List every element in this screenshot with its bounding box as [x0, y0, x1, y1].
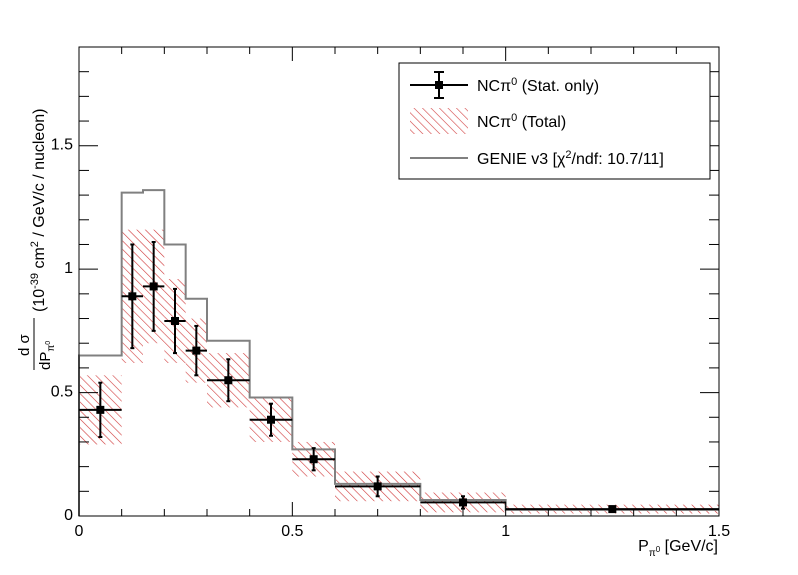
data-point-3 [164, 287, 186, 355]
data-point-5 [207, 358, 250, 403]
legend-label-total: NCπ0 (Total) [477, 112, 566, 131]
x-tick-label: 0.5 [281, 523, 303, 540]
data-marker [373, 482, 382, 491]
data-points [79, 241, 719, 514]
legend-marker-point [410, 71, 468, 99]
y-axis-ticks: 0 0.5 1 1.5 [51, 71, 719, 524]
legend-entry-stat: NCπ0 (Stat. only) [410, 71, 599, 99]
x-axis-ticks: 0 0.5 1 1.5 [75, 47, 730, 540]
y-tick-label: 0 [64, 507, 73, 524]
data-point-10 [505, 505, 719, 514]
data-marker [128, 292, 137, 301]
x-tick-label: 1 [501, 523, 510, 540]
data-point-7 [292, 447, 335, 472]
plot-frame [78, 46, 720, 517]
genie-step-line [78, 189, 719, 516]
data-marker [608, 505, 617, 514]
data-point-4 [185, 324, 207, 377]
data-marker [96, 405, 105, 414]
data-point-1 [121, 243, 143, 350]
legend-label-stat: NCπ0 (Stat. only) [477, 76, 599, 95]
data-point-2 [143, 241, 165, 332]
data-marker [459, 498, 467, 507]
data-marker [224, 376, 233, 385]
x-axis-title: Pπ0 [GeV/c] [638, 538, 718, 559]
legend: NCπ0 (Stat. only) NCπ0 (Total) GENIE v3 … [398, 62, 711, 180]
data-point-6 [249, 402, 293, 437]
y-tick-label: 1 [64, 260, 73, 277]
x-tick-label: 1.5 [708, 523, 730, 540]
data-marker [309, 455, 318, 464]
total-uncertainty-bands [79, 229, 719, 514]
legend-entry-genie: GENIE v3 [χ2/ndf: 10.7/11] [410, 149, 664, 168]
legend-label-genie: GENIE v3 [χ2/ndf: 10.7/11] [477, 149, 664, 168]
y-axis-fraction-denominator: dPπ0 [37, 341, 57, 370]
y-tick-label: 1.5 [51, 137, 73, 154]
data-marker [267, 415, 275, 424]
x-tick-label: 0 [75, 523, 84, 540]
y-axis-fraction-numerator: d σ [16, 333, 33, 356]
y-axis-title: d σ dPπ0 (10-39 cm2 / GeV/c / nucleon) [16, 109, 57, 370]
data-marker [149, 282, 158, 291]
y-axis-units: (10-39 cm2 / GeV/c / nucleon) [29, 109, 48, 312]
data-marker [171, 316, 179, 325]
legend-marker-hatch [410, 108, 468, 134]
y-tick-label: 0.5 [51, 384, 73, 401]
data-point-9 [420, 495, 506, 510]
data-point-0 [79, 381, 122, 439]
data-point-8 [335, 475, 421, 498]
legend-entry-total: NCπ0 (Total) [410, 108, 566, 134]
data-marker [192, 346, 201, 355]
